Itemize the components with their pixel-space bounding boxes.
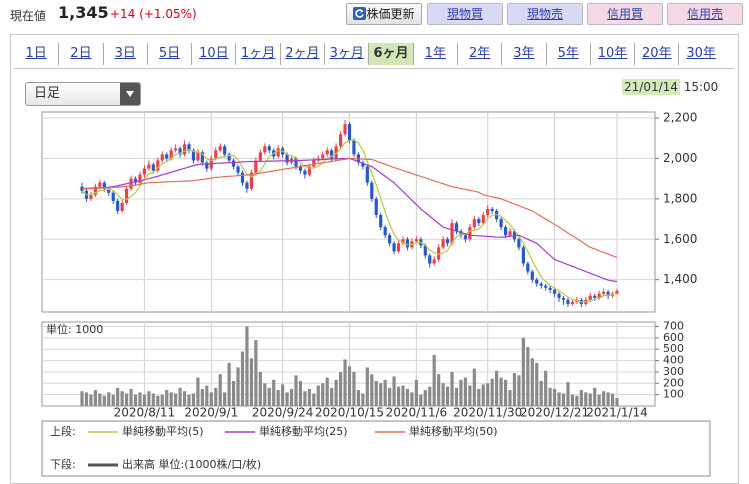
margin-sell-button[interactable]: 信用売 — [667, 3, 743, 25]
spot-buy-button[interactable]: 現物買 — [427, 3, 503, 25]
period-tab[interactable]: 1年 — [412, 43, 457, 65]
interval-value: 日足 — [34, 86, 61, 101]
period-tab[interactable]: 20年 — [634, 43, 678, 65]
period-tab[interactable]: 5日 — [146, 43, 191, 65]
timestamp-time: 15:00 — [683, 80, 719, 94]
period-tab[interactable]: 5年 — [545, 43, 590, 65]
period-tab[interactable]: 10日 — [191, 43, 235, 65]
period-tab[interactable]: 2ヶ月 — [279, 43, 324, 65]
period-tab[interactable]: 6ヶ月 — [368, 43, 413, 65]
refresh-icon — [353, 7, 367, 20]
tab-rule — [14, 68, 734, 69]
period-tab[interactable]: 10年 — [589, 43, 634, 65]
interval-select[interactable]: 日足 — [25, 82, 141, 106]
refresh-button[interactable]: 株価更新 — [346, 3, 422, 25]
price-label: 現在値 — [10, 9, 47, 23]
margin-buy-button[interactable]: 信用買 — [587, 3, 663, 25]
period-tab[interactable]: 3ヶ月 — [324, 43, 368, 65]
period-tabs: 1日 2日 3日 5日 10日 1ヶ月 2ヶ月 3ヶ月 6ヶ月 1年 2年 3年 5年 10年 20年 30年 — [14, 43, 723, 65]
period-tab[interactable]: 30年 — [678, 43, 722, 65]
current-price: 1,345 — [58, 3, 109, 22]
spot-sell-button[interactable]: 現物売 — [507, 3, 583, 25]
timestamp: 21/01/14 15:00 — [622, 78, 718, 96]
timestamp-date: 21/01/14 — [622, 79, 680, 95]
period-tab[interactable]: 3年 — [501, 43, 545, 65]
period-tab[interactable]: 3日 — [102, 43, 147, 65]
period-tab[interactable]: 1ヶ月 — [235, 43, 279, 65]
period-tab[interactable]: 1日 — [25, 46, 47, 61]
period-tab[interactable]: 2年 — [456, 43, 501, 65]
refresh-label: 株価更新 — [366, 7, 415, 21]
select-arrow — [120, 83, 140, 105]
arrow-icon — [126, 91, 134, 97]
price-change: +14 (+1.05%) — [110, 7, 197, 21]
period-tab[interactable]: 2日 — [58, 43, 102, 65]
